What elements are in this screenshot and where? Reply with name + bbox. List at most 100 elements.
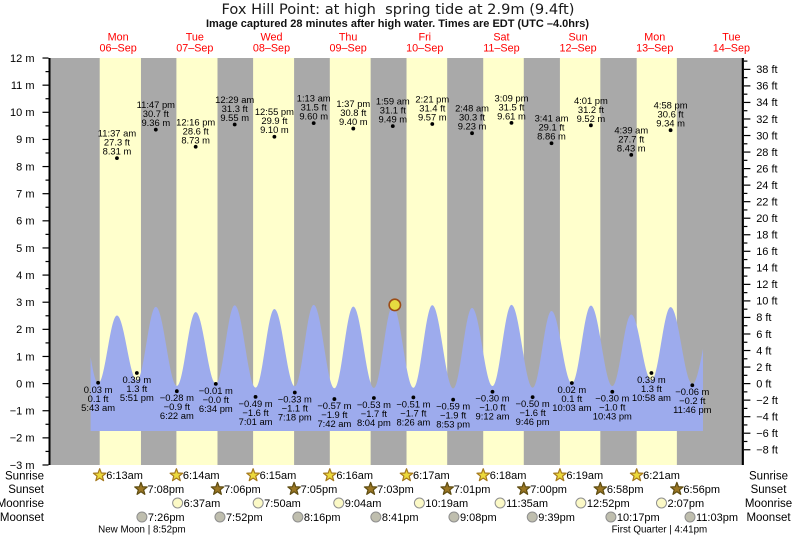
low-tide-time: 5:43 am	[81, 402, 115, 413]
low-tide-ft: −1.1 ft	[282, 403, 309, 414]
right-axis-minor-tick	[743, 275, 748, 277]
right-axis-minor-tick	[743, 292, 748, 294]
right-axis-major-tick	[743, 416, 751, 418]
day-name-label: Tue	[722, 32, 740, 44]
right-axis-minor-tick	[743, 424, 748, 426]
right-axis-label: 0 ft	[756, 378, 771, 390]
day-date-label: 10–Sep	[406, 43, 443, 55]
right-axis-major-tick	[743, 333, 751, 335]
high-tide-dot	[390, 124, 395, 129]
low-tide-dot	[371, 396, 376, 400]
tide-curve	[90, 304, 704, 431]
left-axis-major-tick	[42, 57, 49, 59]
right-axis-label: 6 ft	[756, 329, 771, 341]
high-tide-m: 9.57 m	[418, 111, 447, 122]
low-tide-ft: −1.6 ft	[242, 407, 269, 418]
low-tide-dot	[490, 389, 495, 394]
right-axis-major-tick	[743, 399, 751, 401]
high-tide-m: 8.73 m	[181, 134, 210, 145]
low-tide-ft: −1.6 ft	[519, 407, 546, 418]
left-axis-minor-tick	[45, 71, 49, 73]
day-date-label: 07–Sep	[176, 43, 213, 55]
moonset-time: 8:41pm	[382, 512, 419, 524]
right-axis-major-tick	[743, 85, 751, 87]
moonrise-time: 11:35am	[506, 498, 548, 510]
day-name-label: Thu	[339, 32, 358, 44]
right-axis-minor-tick	[743, 77, 748, 79]
low-tide-m: 0.02 m	[558, 384, 587, 395]
moonrise-circle-icon	[413, 497, 425, 509]
sunrise-star-icon	[553, 468, 567, 482]
moon-phase-label: First Quarter | 4:41pm	[612, 525, 708, 536]
sunset-star-icon	[593, 481, 608, 495]
right-axis-label: −8 ft	[756, 445, 778, 457]
high-tide-m: 9.40 m	[339, 116, 368, 127]
high-tide-ft: 31.5 ft	[301, 102, 327, 113]
sunset-row-label-left: Sunset	[8, 484, 45, 496]
low-tide-dot	[649, 371, 654, 375]
right-axis-label: 10 ft	[756, 296, 777, 308]
sunrise-time: 6:18am	[490, 470, 527, 482]
sunrise-star-icon	[169, 468, 184, 482]
moonset-circle-icon	[292, 511, 304, 523]
left-axis-label: 8 m	[16, 161, 34, 173]
day-name-label: Sat	[493, 32, 509, 44]
high-tide-ft: 31.5 ft	[498, 101, 524, 112]
high-tide-time: 4:01 pm	[574, 95, 608, 106]
left-axis-label: 3 m	[16, 297, 34, 309]
left-axis-major-tick	[42, 437, 49, 439]
right-axis-label: 12 ft	[756, 279, 777, 291]
tide-curve-area	[90, 304, 704, 431]
right-axis-major-tick	[743, 283, 751, 285]
low-tide-ft: 0.1 ft	[88, 393, 109, 404]
left-axis-label: 1 m	[16, 351, 34, 363]
high-tide-time: 1:37 pm	[336, 98, 370, 109]
day-labels: Mon06–SepTue07–SepWed08–SepThu09–SepFri1…	[100, 32, 750, 55]
left-axis-label: 10 m	[10, 107, 34, 119]
right-axis-label: 2 ft	[756, 362, 771, 374]
sunset-star-icon	[440, 481, 455, 495]
left-axis-major-tick	[42, 111, 49, 113]
high-tide-m: 9.49 m	[378, 114, 407, 125]
low-tide-time: 11:46 pm	[673, 404, 712, 415]
sunrise-star-icon	[246, 468, 260, 482]
low-tide-ft: −0.9 ft	[164, 401, 191, 412]
right-axis-minor-tick	[743, 110, 748, 112]
moon-phase-label: New Moon | 8:52pm	[98, 525, 186, 536]
low-tide-m: −0.59 m	[436, 401, 470, 412]
sunset-time: 7:03pm	[377, 484, 414, 496]
low-tide-m: −0.49 m	[238, 398, 272, 409]
low-tide-m: −0.53 m	[357, 399, 391, 410]
high-tide-dot	[232, 122, 237, 127]
low-tide-dot	[411, 395, 416, 400]
day-name-label: Mon	[108, 32, 129, 44]
right-axis-major-tick	[743, 68, 751, 70]
sunrise-star-icon	[322, 468, 337, 482]
sunset-time: 7:08pm	[147, 484, 184, 496]
low-tide-dot	[292, 390, 297, 395]
left-axis-minor-tick	[45, 179, 49, 181]
sunset-star-icon	[134, 481, 148, 495]
sunset-time: 7:06pm	[224, 484, 261, 496]
low-tide-time: 10:58 am	[632, 392, 671, 403]
left-axis-minor-tick	[45, 423, 49, 425]
high-tide-ft: 31.4 ft	[419, 102, 445, 113]
right-axis-major-tick	[743, 366, 751, 368]
right-axis-minor-tick	[743, 440, 748, 443]
sunrise-time: 6:19am	[566, 470, 603, 482]
day-name-label: Wed	[260, 32, 282, 44]
sunrise-time: 6:16am	[336, 470, 373, 482]
high-tide-dot	[311, 121, 316, 126]
low-tide-ft: −1.0 ft	[599, 402, 626, 413]
moonset-circle-icon	[136, 511, 148, 523]
low-tide-dot	[332, 397, 337, 401]
sunset-time: 7:00pm	[530, 484, 567, 496]
right-axis-minor-tick	[743, 325, 748, 327]
low-tide-m: −0.50 m	[516, 398, 550, 409]
right-axis-label: 28 ft	[756, 147, 777, 159]
low-tide-dot	[213, 381, 218, 386]
low-tide-ft: 1.3 ft	[126, 383, 147, 394]
sunset-time: 7:01pm	[454, 484, 491, 496]
